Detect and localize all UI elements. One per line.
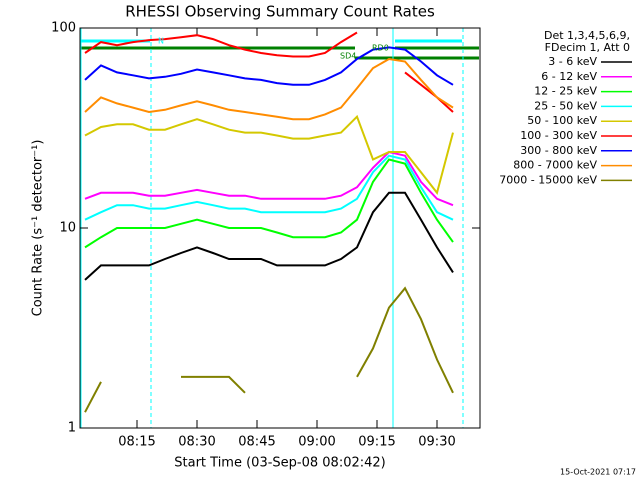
y-tick-label: 1 <box>68 421 76 436</box>
x-axis-label: Start Time (03-Sep-08 08:02:42) <box>174 456 385 471</box>
legend-header: FDecim 1, Att 0 <box>545 41 630 54</box>
series-line <box>84 57 454 121</box>
legend-label: 3 - 6 keV <box>548 55 597 68</box>
series-line <box>84 114 454 196</box>
legend-label: 100 - 300 keV <box>520 129 597 142</box>
y-tick-label: 100 <box>51 21 76 36</box>
y-tick-label: 10 <box>59 221 76 236</box>
x-tick-label: 08:30 <box>178 435 215 450</box>
x-tick-label: 08:15 <box>118 435 155 450</box>
annotation: N <box>158 37 164 46</box>
x-tick-label: 09:15 <box>358 435 395 450</box>
legend-label: 50 - 100 keV <box>527 114 597 127</box>
legend-label: 12 - 25 keV <box>534 85 597 98</box>
legend-label: 6 - 12 keV <box>541 70 597 83</box>
legend-label: 25 - 50 keV <box>534 99 597 112</box>
x-tick-label: 09:00 <box>298 435 335 450</box>
x-tick-label: 09:30 <box>418 435 455 450</box>
chart-title: RHESSI Observing Summary Count Rates <box>125 3 435 21</box>
legend-label: 7000 - 15000 keV <box>499 173 597 186</box>
annotation: SD4 <box>340 52 356 61</box>
legend-label: 800 - 7000 keV <box>513 159 597 172</box>
series-line <box>84 46 454 86</box>
annotation: RD0 <box>372 44 389 53</box>
series-line <box>84 191 454 281</box>
y-axis-label: Count Rate (s⁻¹ detector⁻¹) <box>31 140 46 317</box>
series-line <box>84 286 454 413</box>
footer: 15-Oct-2021 07:17 <box>560 468 636 477</box>
series-line <box>84 158 454 249</box>
x-tick-label: 08:45 <box>238 435 275 450</box>
series-line <box>84 31 454 113</box>
legend-label: 300 - 800 keV <box>520 144 597 157</box>
legend-header: Det 1,3,4,5,6,9, <box>544 29 630 42</box>
series-line <box>84 154 454 221</box>
